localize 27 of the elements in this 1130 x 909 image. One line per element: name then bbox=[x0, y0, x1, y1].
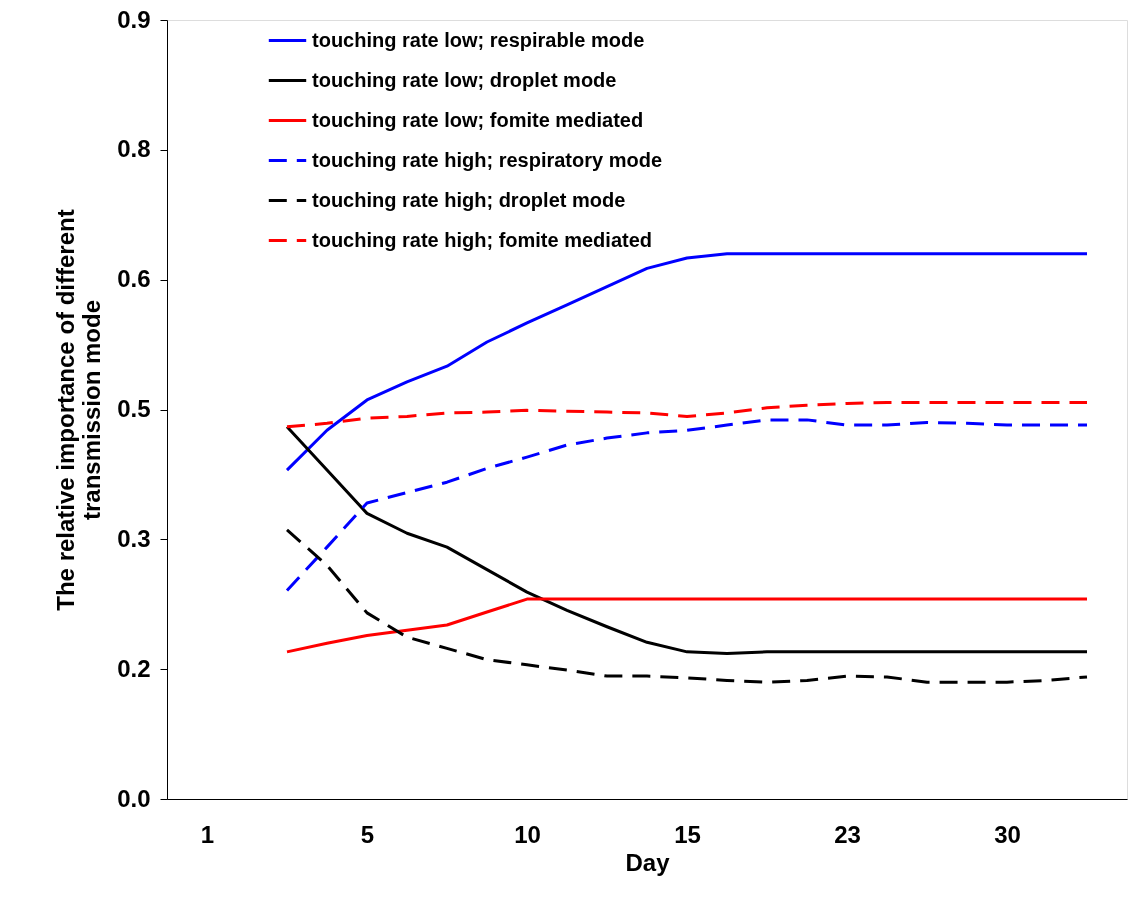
y-tick-label: 0.5 bbox=[117, 395, 151, 422]
y-tick-label: 0.2 bbox=[117, 654, 151, 682]
legend-label: touching rate low; respirable mode bbox=[312, 28, 645, 51]
x-tick-label: 1 bbox=[200, 820, 215, 848]
legend-label: touching rate high; fomite mediated bbox=[312, 228, 653, 251]
x-tick-label: 10 bbox=[514, 820, 541, 848]
line-series bbox=[285, 597, 1089, 654]
x-tick-label: 5 bbox=[360, 820, 375, 848]
y-tick-label: 0.0 bbox=[117, 784, 151, 812]
x-axis-title: Day bbox=[625, 848, 671, 876]
x-tick-label: 23 bbox=[834, 820, 861, 848]
legend-label: touching rate high; respiratory mode bbox=[312, 148, 663, 171]
line-series bbox=[285, 528, 1089, 684]
line-series bbox=[285, 252, 1089, 472]
legend-label: touching rate high; droplet mode bbox=[312, 188, 626, 211]
legend-label: touching rate low; droplet mode bbox=[312, 68, 617, 91]
y-axis-title: The relative importance of different transmission mode bbox=[52, 209, 106, 611]
x-tick-label: 15 bbox=[674, 820, 701, 848]
line-series bbox=[285, 425, 1089, 656]
line-series bbox=[285, 418, 1089, 592]
legend-label: touching rate low; fomite mediated bbox=[312, 108, 644, 131]
y-tick-label: 0.9 bbox=[117, 5, 151, 33]
y-tick-label: 0.8 bbox=[117, 135, 151, 163]
line-series bbox=[285, 401, 1089, 429]
y-tick-label: 0.6 bbox=[117, 265, 151, 293]
y-tick-label: 0.3 bbox=[117, 524, 151, 552]
x-tick-label: 30 bbox=[994, 820, 1021, 848]
